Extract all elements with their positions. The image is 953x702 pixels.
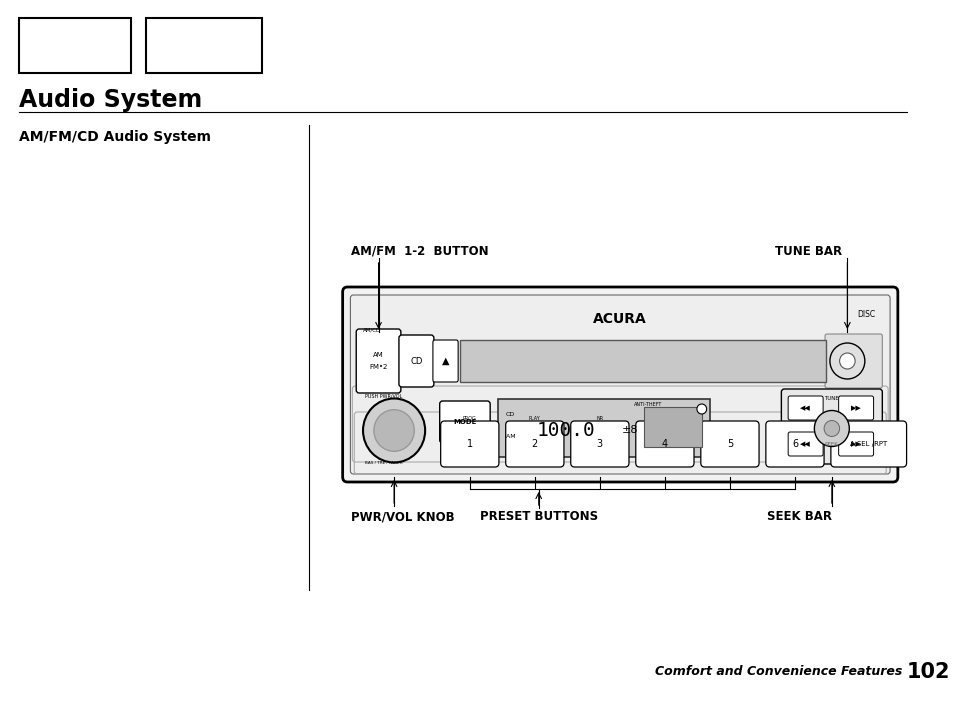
Text: ▶▶: ▶▶ xyxy=(850,441,861,447)
Text: CD: CD xyxy=(410,357,422,366)
FancyBboxPatch shape xyxy=(635,421,693,467)
Text: ANTI-THEFT: ANTI-THEFT xyxy=(633,402,661,407)
Text: PUSH PWR/VOL: PUSH PWR/VOL xyxy=(365,394,402,399)
Text: MODE: MODE xyxy=(453,419,476,425)
Circle shape xyxy=(697,404,706,414)
Text: Audio System: Audio System xyxy=(19,88,202,112)
Text: PRESET BUTTONS: PRESET BUTTONS xyxy=(479,510,598,523)
Text: 1: 1 xyxy=(466,439,473,449)
Circle shape xyxy=(823,420,839,437)
Text: A.SEL /RPT: A.SEL /RPT xyxy=(849,441,886,447)
Bar xyxy=(146,18,262,73)
Circle shape xyxy=(374,410,414,451)
Text: 2: 2 xyxy=(531,439,537,449)
FancyBboxPatch shape xyxy=(838,432,873,456)
Circle shape xyxy=(839,353,854,369)
FancyBboxPatch shape xyxy=(505,421,563,467)
Text: AM/CD: AM/CD xyxy=(363,327,381,332)
Text: BAS / TRE / FADER: BAS / TRE / FADER xyxy=(365,461,402,465)
Text: 6: 6 xyxy=(791,439,798,449)
Text: ▶▶: ▶▶ xyxy=(850,405,861,411)
Text: ◀◀: ◀◀ xyxy=(800,441,810,447)
FancyBboxPatch shape xyxy=(355,329,400,393)
FancyBboxPatch shape xyxy=(439,401,490,443)
Text: TUNE: TUNE xyxy=(823,396,839,401)
Circle shape xyxy=(814,411,848,446)
Text: NR: NR xyxy=(596,416,603,421)
Text: AM: AM xyxy=(373,352,383,358)
Text: AM/FM  1-2  BUTTON: AM/FM 1-2 BUTTON xyxy=(351,245,489,258)
Bar xyxy=(643,407,701,447)
Circle shape xyxy=(363,399,425,463)
FancyBboxPatch shape xyxy=(824,334,882,388)
Text: SEEK: SEEK xyxy=(824,442,838,446)
FancyBboxPatch shape xyxy=(787,396,822,420)
Text: ±8: ±8 xyxy=(621,425,638,435)
Text: PROG: PROG xyxy=(462,416,476,421)
Bar xyxy=(497,399,709,457)
Text: ACURA: ACURA xyxy=(593,312,646,326)
Circle shape xyxy=(829,343,864,379)
FancyBboxPatch shape xyxy=(440,421,498,467)
Text: DISC: DISC xyxy=(857,310,875,319)
Text: PLAY: PLAY xyxy=(528,416,540,421)
Text: FM•2: FM•2 xyxy=(369,364,387,370)
FancyBboxPatch shape xyxy=(765,421,823,467)
Text: 5: 5 xyxy=(726,439,732,449)
Bar xyxy=(19,18,131,73)
Text: AM: AM xyxy=(505,435,518,439)
FancyBboxPatch shape xyxy=(830,421,905,467)
Text: SEEK BAR: SEEK BAR xyxy=(766,510,831,523)
Text: 102: 102 xyxy=(905,662,949,682)
Text: ◀◀: ◀◀ xyxy=(800,405,810,411)
FancyBboxPatch shape xyxy=(398,335,434,387)
FancyBboxPatch shape xyxy=(433,340,457,382)
Text: 100.0: 100.0 xyxy=(537,420,595,439)
Text: 3: 3 xyxy=(597,439,602,449)
FancyBboxPatch shape xyxy=(352,386,887,462)
FancyBboxPatch shape xyxy=(700,421,759,467)
Text: CD: CD xyxy=(505,413,515,418)
Bar xyxy=(459,340,825,382)
FancyBboxPatch shape xyxy=(838,396,873,420)
FancyBboxPatch shape xyxy=(781,389,882,464)
FancyBboxPatch shape xyxy=(350,295,889,474)
FancyBboxPatch shape xyxy=(342,287,897,482)
Text: AM/FM/CD Audio System: AM/FM/CD Audio System xyxy=(19,130,212,144)
Text: ▲: ▲ xyxy=(441,356,449,366)
FancyBboxPatch shape xyxy=(570,421,628,467)
Text: TUNE BAR: TUNE BAR xyxy=(774,245,841,258)
Text: 4: 4 xyxy=(661,439,667,449)
Text: Comfort and Convenience Features: Comfort and Convenience Features xyxy=(655,665,902,678)
Text: PWR/VOL KNOB: PWR/VOL KNOB xyxy=(351,510,455,523)
FancyBboxPatch shape xyxy=(787,432,822,456)
